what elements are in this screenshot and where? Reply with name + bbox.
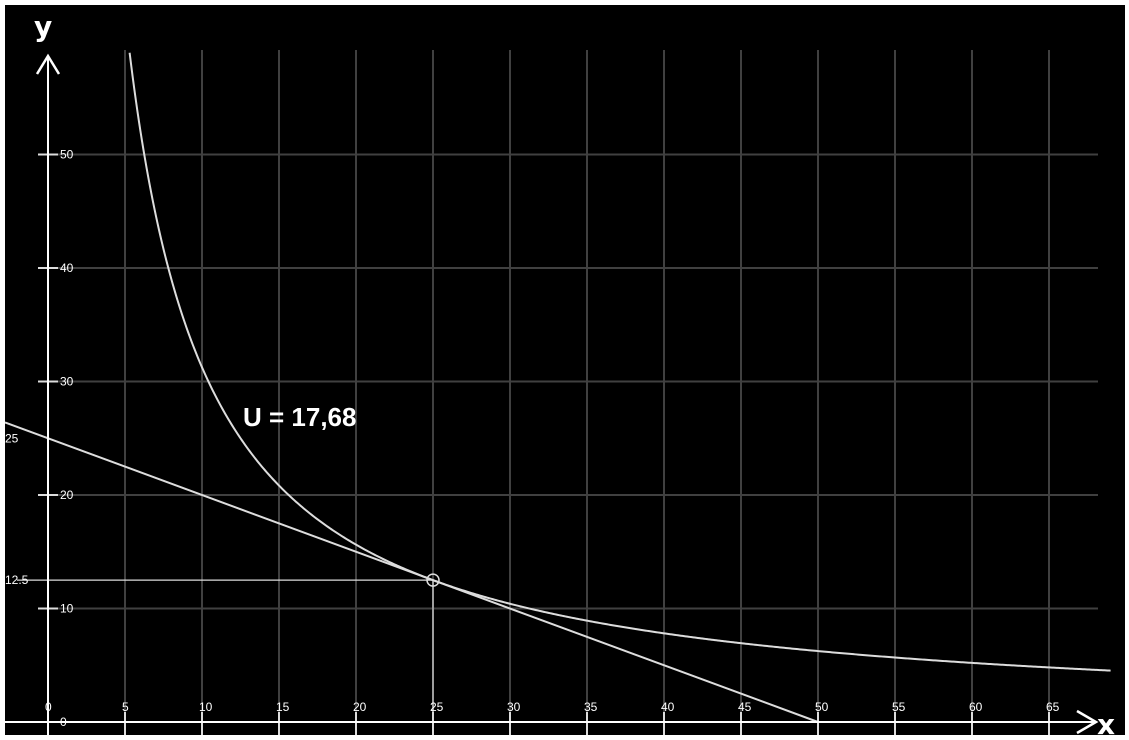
y-tick-label: 10 [60,602,74,616]
y-tick-label: 0 [60,715,67,729]
tangent-point-marker [426,573,440,587]
x-tick-label: 15 [276,700,290,714]
x-tick-label: 10 [199,700,213,714]
axes [5,53,1099,735]
y-tick-label: 40 [60,261,74,275]
gridlines [48,50,1098,722]
x-tick-label: 0 [45,700,52,714]
y-tick-label: 30 [60,375,74,389]
x-tick-label: 35 [584,700,598,714]
tick-labels: 0 5 10 15 20 25 30 35 40 45 50 55 60 65 0 10 20 30 40 50 25 1… [5,148,1060,730]
x-tick-label: 50 [815,700,829,714]
x-tick-label: 20 [353,700,367,714]
x-tick-label: 30 [507,700,521,714]
y-axis-arrow [35,53,61,75]
series-layer [5,52,1111,723]
y-intercept-label: 25 [5,431,19,445]
x-axis-title: x [1097,708,1115,735]
x-tick-label: 5 [122,700,129,714]
x-tick-label: 55 [892,700,906,714]
chart-panel: 0 5 10 15 20 25 30 35 40 45 50 55 60 65 0 10 20 30 40 50 25 1… [5,5,1125,735]
indifference-curve [128,52,1111,672]
x-axis-arrow [1076,709,1099,735]
x-tick-label: 60 [969,700,983,714]
y-axis-title: y [34,10,52,43]
budget-line [5,421,819,723]
chart-svg: 0 5 10 15 20 25 30 35 40 45 50 55 60 65 0 10 20 30 40 50 25 1… [5,10,1115,735]
y-tick-label: 50 [60,148,74,162]
axis-ticks [38,153,1050,735]
x-tick-label: 45 [738,700,752,714]
tangent-y-label: 12.5 [5,573,29,587]
x-tick-label: 25 [430,700,444,714]
tangent-guide-lines [17,579,434,722]
y-tick-label: 20 [60,488,74,502]
x-tick-label: 40 [661,700,675,714]
x-tick-label: 65 [1046,700,1060,714]
utility-label: U = 17,68 [243,402,356,432]
